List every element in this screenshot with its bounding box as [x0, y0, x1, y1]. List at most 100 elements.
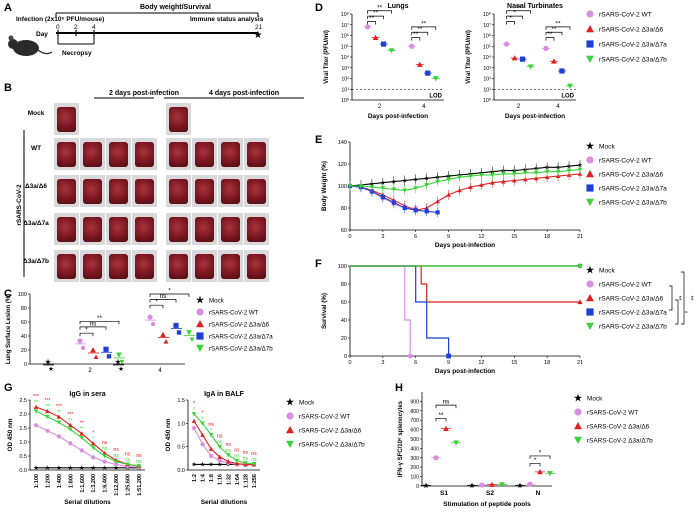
data-point-mock: [113, 465, 119, 470]
lung-image: [83, 254, 102, 279]
legend-label-d6: rSARS-CoV-2 Δ3a/Δ6: [209, 322, 270, 329]
y-tick-label: 100: [338, 184, 347, 190]
significance-bracket: [149, 299, 177, 303]
y-tick-label: 0: [344, 354, 347, 360]
series-line-d6: [35, 406, 140, 467]
significance-bracket: [367, 10, 392, 14]
significance-label: *: [210, 428, 212, 434]
significance-label: **: [80, 421, 84, 427]
significance-label: **: [45, 404, 49, 410]
series-line-d6: [349, 173, 581, 211]
significance-label: ns: [234, 448, 240, 454]
data-point-d7b: [369, 185, 375, 190]
legend-label-wt: rSARS-CoV-2 WT: [599, 158, 652, 165]
data-point-wt: [191, 425, 197, 431]
x-tick-label: S2: [486, 490, 494, 497]
data-point-d7b: [446, 177, 451, 182]
x-tick-label: 0: [348, 360, 351, 366]
chart-title: Nasal Turbinates: [507, 3, 563, 10]
data-point-d7b: [490, 173, 495, 178]
data-point-d6: [544, 174, 550, 180]
lung-image: [195, 179, 214, 204]
significance-bracket: [367, 15, 384, 20]
data-point-d7b: [136, 464, 142, 469]
data-point-d7b: [380, 186, 386, 191]
group-label: rSARS-CoV-2: [16, 184, 23, 226]
lod-label: LOD: [561, 93, 574, 99]
data-point-wt: [217, 458, 222, 463]
y-tick-label: 100: [338, 264, 347, 270]
data-point-d7b: [56, 420, 62, 425]
data-point-d7b: [116, 352, 122, 358]
legend-marker-d7a: [196, 332, 204, 340]
significance-bracket: [79, 320, 120, 325]
data-point-d7b: [225, 453, 231, 458]
data-point-d6: [191, 418, 197, 423]
data-point-mock: [115, 358, 121, 365]
data-point-d6: [79, 431, 85, 436]
endpoint-star-icon: ★: [254, 30, 263, 41]
lung-image: [135, 217, 154, 242]
data-point-mock: [191, 461, 197, 467]
y-tick-label: 60: [21, 320, 27, 326]
x-tick-label: 1:32: [226, 474, 232, 485]
y-tick-label: 800: [410, 409, 419, 415]
significance-bracket: [411, 37, 421, 41]
y-tick-label: 10⁴: [341, 55, 350, 61]
y-axis-label: Survival (%): [321, 293, 328, 329]
data-point-d7a: [391, 200, 396, 205]
y-tick-label: 10⁷: [341, 23, 349, 29]
chart-title: IgA in BALF: [204, 391, 245, 398]
y-tick-label: 40: [21, 334, 27, 340]
significance-label: *: [168, 288, 171, 295]
panel-letter-d: D: [315, 2, 323, 14]
y-tick-label: 0.0: [19, 468, 27, 474]
series-line-d7b: [35, 410, 140, 467]
significance-bracket: [545, 31, 563, 36]
data-point-d6: [90, 441, 96, 446]
legend-marker-wt: [586, 156, 594, 164]
y-tick-label: 10²: [483, 77, 491, 83]
data-point-mock: [413, 176, 419, 182]
x-tick-label: 1:1,600: [80, 474, 86, 493]
legend-label-mock: Mock: [209, 298, 225, 305]
necropsy-label: Necropsy: [62, 50, 92, 57]
legend-marker-d7b: [586, 55, 594, 63]
legend-label-d7b: rSARS-CoV-2 Δ3a/Δ7b: [299, 442, 365, 449]
significance-label: *: [534, 457, 537, 464]
chart-viral-titer: 10⁰ 10¹ 10² 10³ 10⁴ 10⁵ 10⁶ 10⁷ 10⁸ Lungs Viral Ti…: [324, 3, 667, 120]
data-point-d7b: [468, 174, 473, 179]
legend-label-d7b: rSARS-CoV-2 Δ3a/Δ7b: [599, 200, 667, 207]
photo-tile: [54, 138, 79, 170]
significance-label: **: [369, 15, 375, 22]
x-tick-label: 4: [158, 368, 162, 374]
data-point-d6: [200, 432, 205, 437]
significance-label: ns: [208, 422, 214, 428]
significance-label: ns: [136, 453, 142, 459]
significance-label: ns: [243, 450, 249, 456]
y-tick-label: 80: [21, 306, 27, 312]
data-point-mock: [67, 465, 73, 470]
lung-image: [221, 217, 240, 242]
y-tick-label: 120: [338, 162, 347, 168]
x-tick-label: 9: [447, 234, 450, 240]
significance-label: **: [516, 4, 522, 11]
y-tick-label: 140: [338, 140, 347, 146]
day-label: Day: [36, 31, 48, 38]
x-tick-label: 1:200: [45, 474, 51, 488]
significance-label: **: [68, 418, 72, 424]
data-point-mock: [90, 465, 96, 470]
data-point-d6: [490, 180, 495, 185]
significance-label: ns: [226, 448, 232, 454]
legend-marker-d7b: [286, 440, 294, 448]
x-tick-label: 18: [544, 360, 550, 366]
x-tick-label: 1:800: [68, 474, 74, 488]
significance-label: *: [92, 436, 94, 442]
significance-label: **: [687, 296, 693, 301]
y-tick-label: 10⁰: [483, 98, 491, 104]
data-point-wt: [91, 455, 96, 460]
significance-label: ns: [217, 434, 223, 440]
significance-label: **: [377, 4, 383, 11]
y-tick-label: 1.0: [177, 421, 185, 427]
x-tick-label: 1:6,400: [103, 474, 109, 493]
